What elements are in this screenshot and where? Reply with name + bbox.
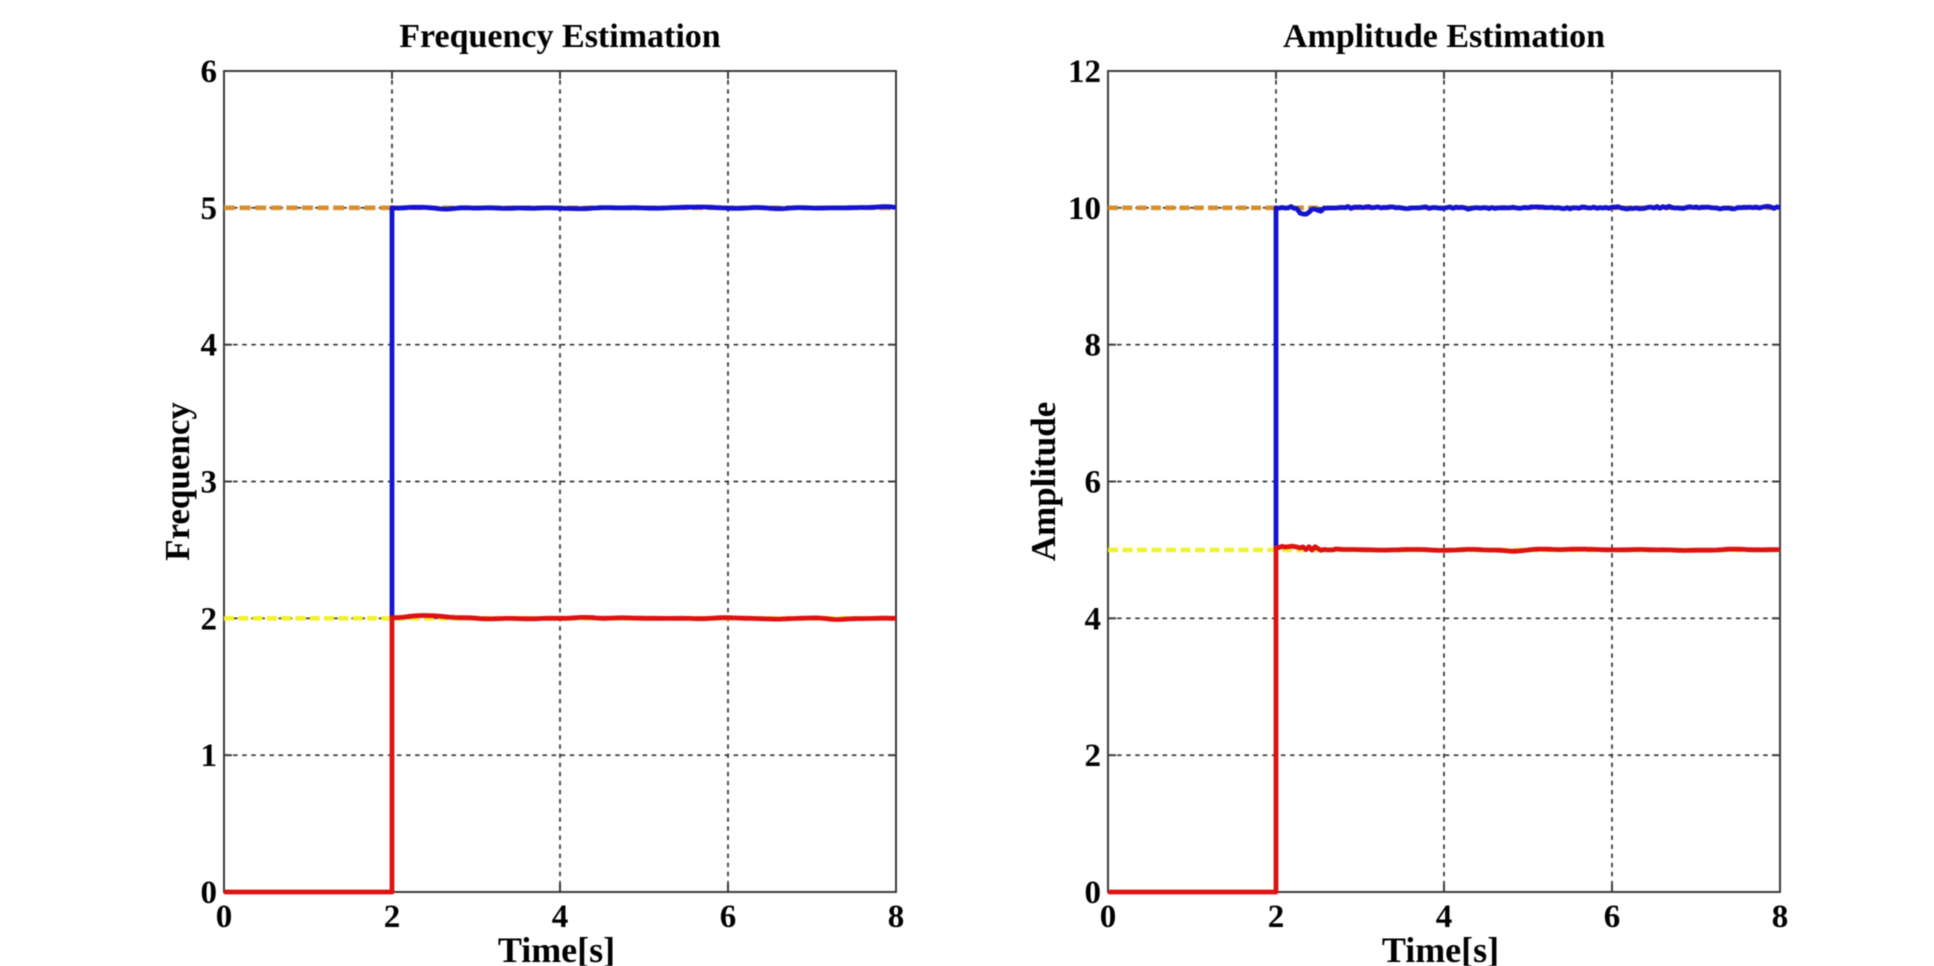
svg-text:3: 3 [201, 465, 218, 501]
svg-text:Time[s]: Time[s] [498, 930, 615, 966]
svg-text:2: 2 [1268, 899, 1285, 935]
svg-text:6: 6 [1085, 465, 1102, 501]
svg-text:8: 8 [1772, 899, 1789, 935]
svg-text:10: 10 [1068, 191, 1101, 227]
svg-text:2: 2 [384, 899, 401, 935]
svg-text:6: 6 [201, 54, 218, 90]
svg-text:4: 4 [1436, 899, 1453, 935]
svg-text:4: 4 [1085, 601, 1102, 637]
svg-text:6: 6 [1604, 899, 1621, 935]
svg-text:5: 5 [201, 191, 218, 227]
svg-text:0: 0 [1085, 875, 1102, 911]
svg-text:Frequency Estimation: Frequency Estimation [399, 18, 721, 55]
svg-text:0: 0 [1100, 899, 1117, 935]
svg-text:8: 8 [1085, 328, 1102, 364]
svg-text:8: 8 [888, 899, 905, 935]
svg-text:2: 2 [201, 601, 218, 637]
svg-text:4: 4 [552, 899, 569, 935]
svg-text:12: 12 [1068, 54, 1101, 90]
svg-text:Amplitude: Amplitude [1024, 402, 1063, 561]
svg-text:4: 4 [201, 328, 218, 364]
svg-text:Frequency: Frequency [158, 402, 197, 561]
svg-text:1: 1 [201, 738, 218, 774]
svg-text:Amplitude Estimation: Amplitude Estimation [1283, 18, 1605, 55]
svg-text:0: 0 [201, 875, 218, 911]
svg-text:2: 2 [1085, 738, 1102, 774]
svg-text:Time[s]: Time[s] [1382, 930, 1499, 966]
svg-text:6: 6 [720, 899, 737, 935]
svg-text:0: 0 [216, 899, 233, 935]
